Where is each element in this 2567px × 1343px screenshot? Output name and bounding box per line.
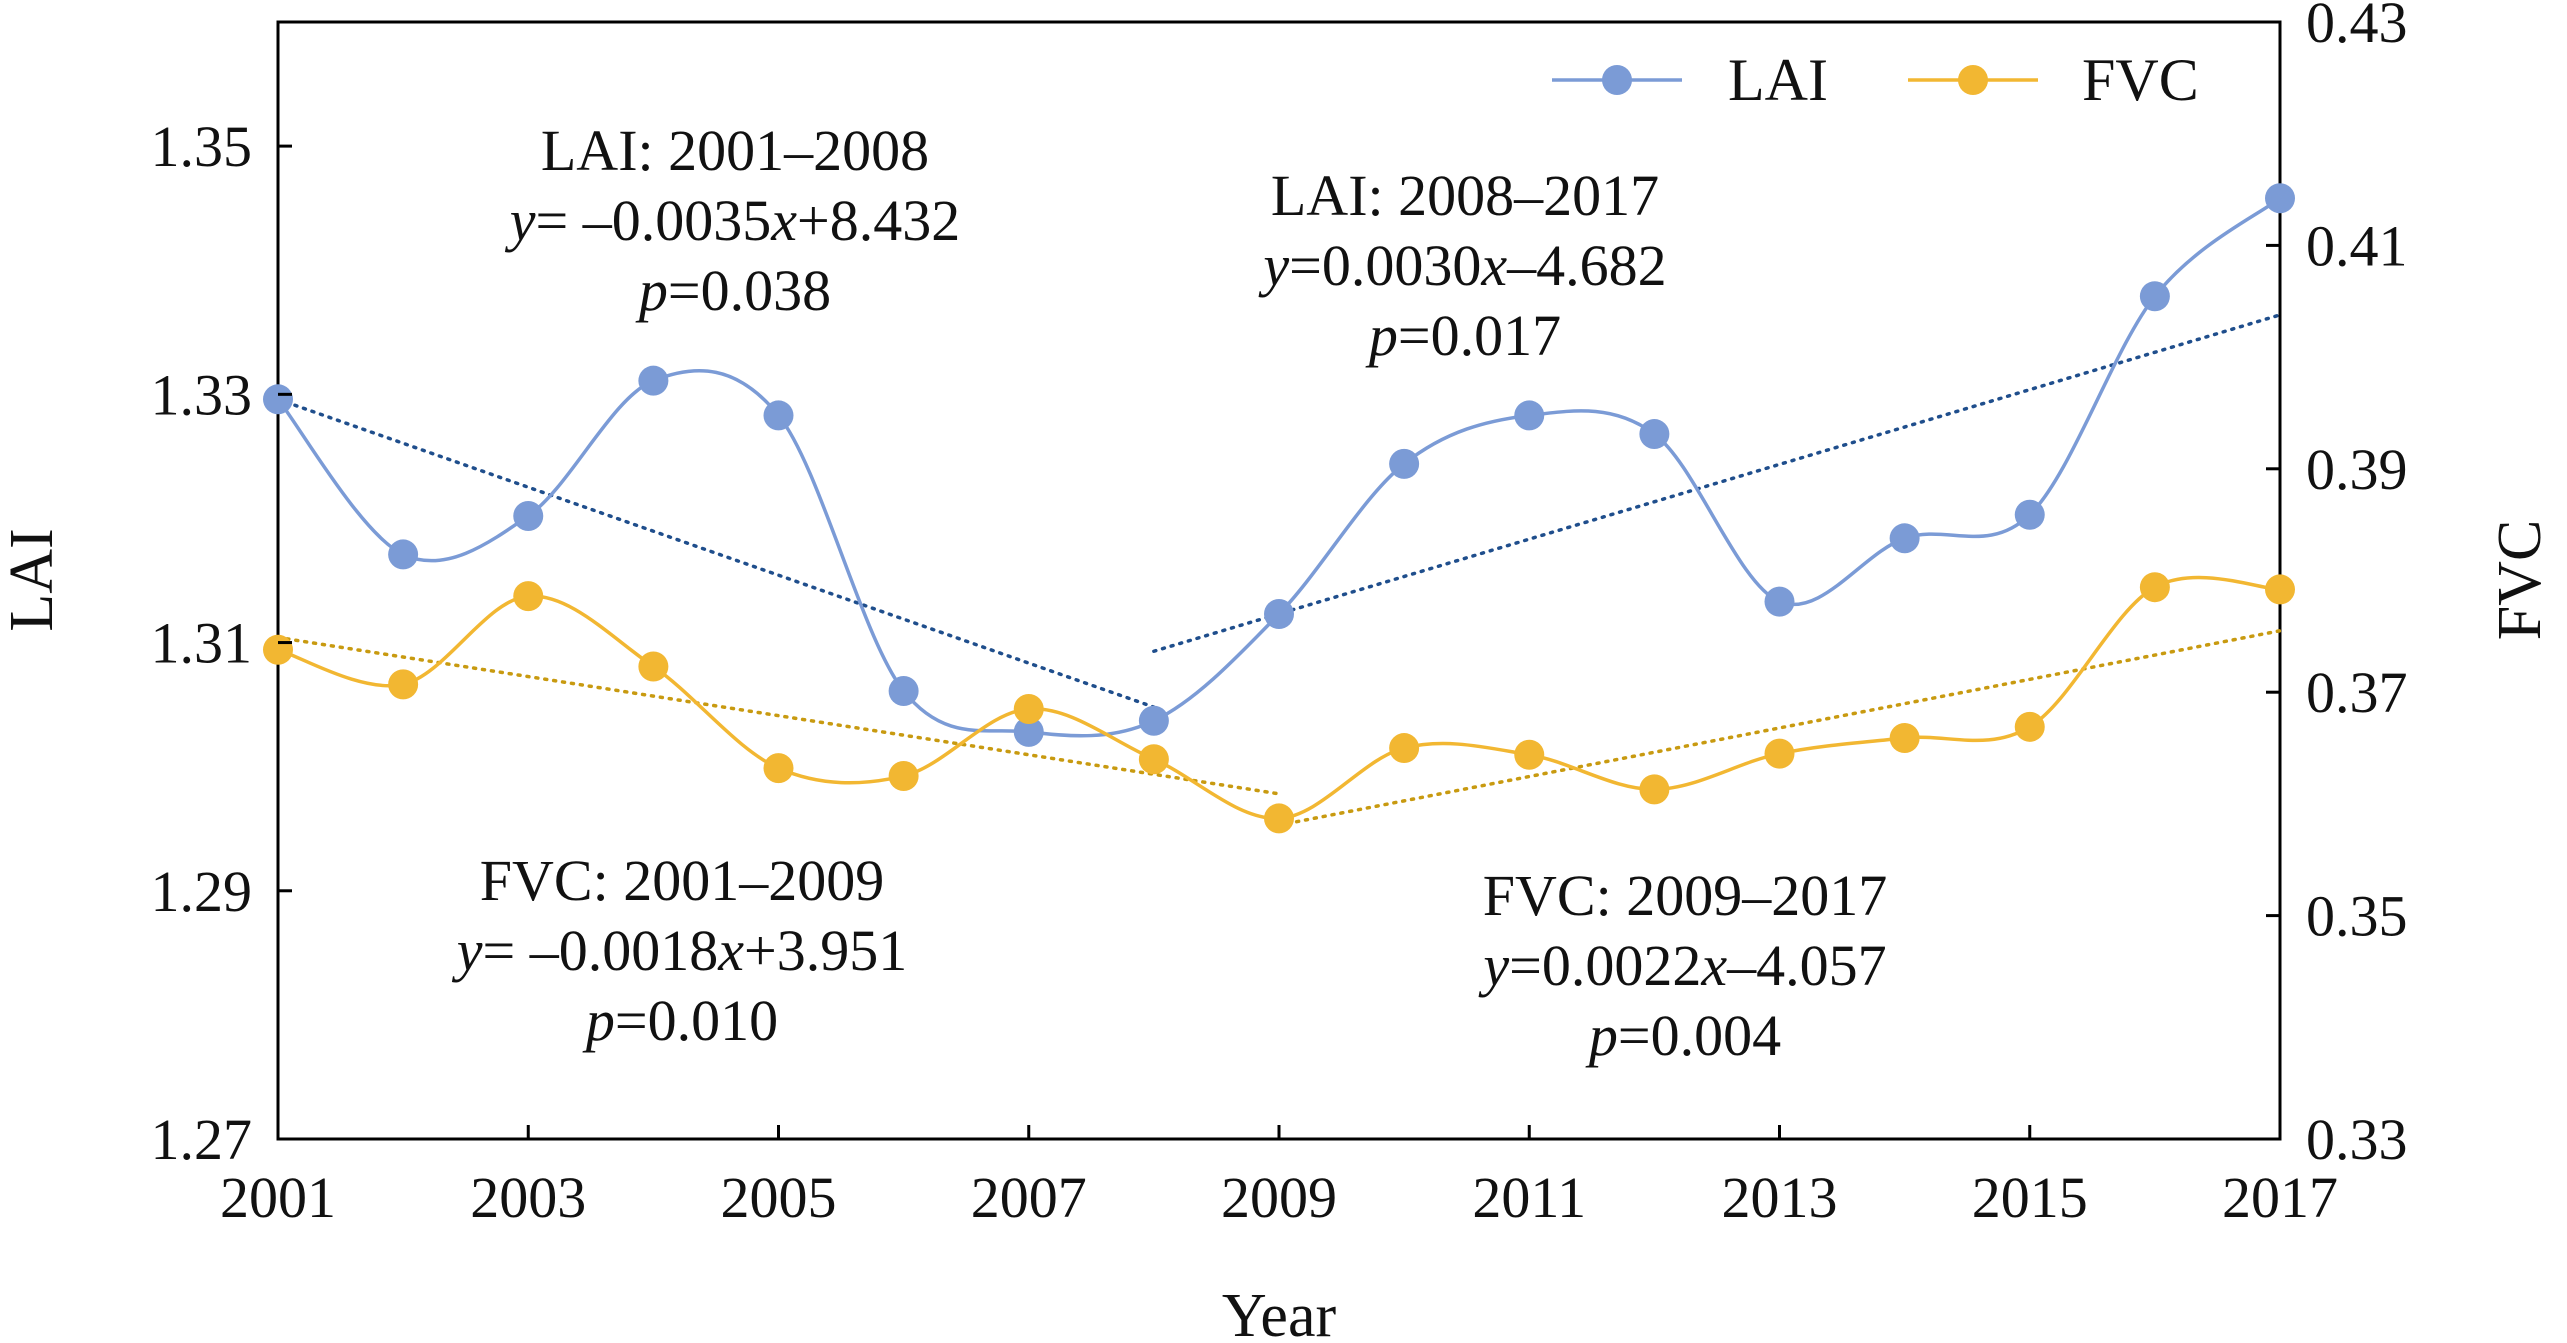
annotation-fvc-2-line-1: FVC: 2009–2017 (1483, 863, 1887, 928)
data-point-fvc (513, 581, 544, 612)
y-left-tick-label: 1.35 (151, 114, 253, 179)
data-point-lai (638, 365, 669, 396)
x-tick-label: 2017 (2222, 1165, 2338, 1230)
data-point-lai (1389, 448, 1420, 479)
data-point-fvc (1389, 733, 1420, 764)
legend: LAI FVC (1552, 47, 2199, 113)
data-point-lai (1889, 523, 1920, 554)
data-point-fvc (763, 753, 794, 784)
annotation-lai-1-line-3: p=0.038 (635, 258, 831, 323)
x-axis-title: Year (1222, 1282, 1337, 1343)
data-point-lai (2014, 499, 2045, 530)
data-point-lai (2265, 183, 2295, 214)
y-axis-title-left: LAI (0, 528, 66, 631)
y-left-tick-label: 1.33 (151, 362, 253, 427)
trendline-lai (1152, 313, 2282, 653)
data-point-lai (388, 539, 419, 570)
data-point-lai (513, 500, 544, 531)
y-right-tick-label: 0.41 (2306, 213, 2408, 278)
y-right-tick-label: 0.39 (2306, 437, 2408, 502)
x-tick-label: 2005 (721, 1165, 837, 1230)
data-point-lai (888, 675, 919, 706)
x-tick-label: 2003 (470, 1165, 586, 1230)
trendline-lai (276, 397, 1156, 709)
annotation-fvc-2-line-2: y=0.0022x–4.057 (1478, 933, 1886, 998)
data-point-fvc (1138, 744, 1169, 775)
data-point-fvc (888, 760, 919, 791)
series-layer (263, 183, 2295, 834)
x-tick-label: 2009 (1221, 1165, 1337, 1230)
legend-marker-lai (1602, 65, 1632, 95)
data-point-lai (763, 400, 794, 431)
x-tick-label: 2011 (1472, 1165, 1586, 1230)
annotation-lai-2-line-2: y=0.0030x–4.682 (1258, 233, 1666, 298)
legend-label-lai: LAI (1728, 47, 1828, 113)
axis-layer: 2001 2003 2005 2007 2009 2011 2013 2015 2017 1.27… (151, 0, 2408, 1230)
legend-marker-fvc (1958, 65, 1988, 95)
annotation-lai-2-line-3: p=0.017 (1365, 303, 1561, 368)
y-left-tick-label: 1.31 (151, 611, 253, 676)
data-point-lai (1138, 705, 1169, 736)
annotation-lai-2-line-1: LAI: 2008–2017 (1271, 163, 1659, 228)
data-point-fvc (1013, 693, 1044, 724)
trendline-fvc (276, 635, 1281, 796)
annotation-lai-1-line-2: y= –0.0035x+8.432 (505, 188, 960, 253)
trendline-layer (276, 313, 2282, 827)
data-point-fvc (1264, 803, 1294, 834)
data-point-fvc (1764, 738, 1795, 769)
trendline-fvc (1277, 629, 2282, 827)
y-right-tick-label: 0.35 (2306, 884, 2408, 949)
y-left-tick-label: 1.29 (151, 859, 253, 924)
y-right-tick-label: 0.43 (2306, 0, 2408, 55)
annotation-fvc-1-line-1: FVC: 2001–2009 (480, 848, 884, 913)
annotation-lai-1-line-1: LAI: 2001–2008 (541, 118, 929, 183)
annotation-fvc-2-line-3: p=0.004 (1585, 1003, 1781, 1068)
data-point-lai (263, 384, 293, 415)
annotation-fvc-1-line-3: p=0.010 (582, 988, 778, 1053)
x-tick-label: 2007 (971, 1165, 1087, 1230)
data-point-fvc (2265, 574, 2295, 605)
data-point-fvc (1639, 774, 1670, 805)
y-left-tick-label: 1.27 (151, 1107, 253, 1172)
data-point-fvc (263, 634, 293, 665)
x-tick-label: 2001 (220, 1165, 336, 1230)
annotation-fvc-1-line-2: y= –0.0018x+3.951 (452, 918, 907, 983)
data-point-lai (1514, 400, 1545, 431)
x-tick-label: 2015 (1972, 1165, 2088, 1230)
data-point-lai (1764, 586, 1795, 617)
data-point-lai (1264, 599, 1294, 630)
y-right-tick-label: 0.33 (2306, 1107, 2408, 1172)
data-point-fvc (638, 651, 669, 682)
y-axis-title-right: FVC (2486, 520, 2554, 641)
data-point-fvc (2014, 711, 2045, 742)
data-point-fvc (1889, 722, 1920, 753)
data-point-fvc (1514, 739, 1545, 770)
x-tick-label: 2013 (1722, 1165, 1838, 1230)
data-point-lai (1639, 419, 1670, 450)
data-point-lai (2139, 281, 2170, 312)
y-right-tick-label: 0.37 (2306, 660, 2408, 725)
data-point-lai (1013, 716, 1044, 747)
data-point-fvc (2139, 572, 2170, 603)
legend-label-fvc: FVC (2082, 47, 2199, 113)
data-point-fvc (388, 669, 419, 700)
